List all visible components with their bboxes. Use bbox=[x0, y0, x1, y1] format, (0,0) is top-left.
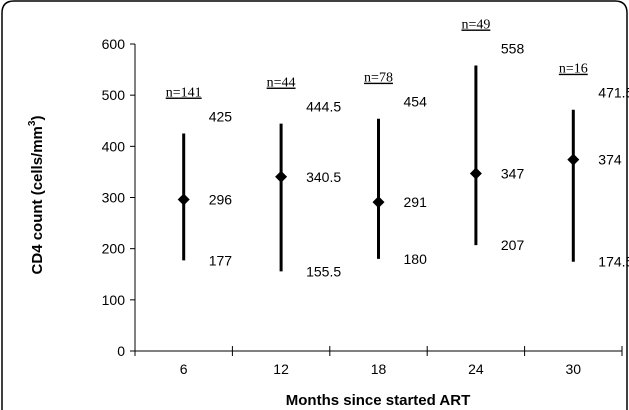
n-label: n=44 bbox=[267, 76, 296, 91]
x-tick-label: 24 bbox=[468, 361, 484, 377]
median-label: 374 bbox=[598, 152, 622, 168]
median-marker bbox=[275, 170, 288, 183]
median-label: 291 bbox=[404, 194, 428, 210]
x-tick-label: 30 bbox=[566, 361, 582, 377]
x-axis: 6 12 18 24 30 bbox=[134, 346, 623, 377]
median-marker bbox=[177, 193, 190, 206]
y-axis-title-main: CD4 count (cells/mm bbox=[29, 126, 46, 274]
data-series: 425 296 177 n=141 444.5 340.5 155.5 n=44 454 291 1… bbox=[166, 17, 629, 279]
y-tick-label: 500 bbox=[102, 87, 126, 103]
low-label: 155.5 bbox=[306, 263, 341, 279]
y-axis-title-end: ) bbox=[29, 116, 46, 121]
y-tick-label: 0 bbox=[117, 343, 125, 359]
y-tick-label: 600 bbox=[102, 36, 126, 52]
x-tick-label: 18 bbox=[371, 361, 387, 377]
x-tick-label: 6 bbox=[180, 361, 188, 377]
median-label: 296 bbox=[209, 192, 233, 208]
low-label: 174.5 bbox=[598, 254, 629, 270]
high-label: 444.5 bbox=[306, 99, 341, 115]
median-marker bbox=[567, 153, 580, 166]
low-label: 180 bbox=[404, 251, 428, 267]
high-label: 425 bbox=[209, 109, 233, 125]
y-tick-label: 200 bbox=[102, 241, 126, 257]
median-label: 340.5 bbox=[306, 169, 341, 185]
x-tick-label: 12 bbox=[273, 361, 289, 377]
high-label: 471.5 bbox=[598, 85, 629, 101]
median-marker bbox=[469, 167, 482, 180]
x-axis-title: Months since started ART bbox=[286, 392, 470, 409]
y-tick-label: 100 bbox=[102, 292, 126, 308]
low-label: 177 bbox=[209, 252, 233, 268]
y-tick-label: 300 bbox=[102, 190, 126, 206]
high-label: 558 bbox=[501, 40, 525, 56]
median-marker bbox=[372, 196, 385, 209]
n-label: n=49 bbox=[461, 17, 490, 32]
median-label: 347 bbox=[501, 165, 525, 181]
y-axis: 0 100 200 300 400 500 600 bbox=[102, 36, 136, 359]
y-axis-title: CD4 count (cells/mm3) bbox=[27, 116, 46, 275]
n-label: n=16 bbox=[559, 62, 588, 77]
high-label: 454 bbox=[404, 94, 428, 110]
y-axis-title-sup: 3 bbox=[27, 120, 38, 126]
low-label: 207 bbox=[501, 237, 525, 253]
y-tick-label: 400 bbox=[102, 138, 126, 154]
n-label: n=141 bbox=[166, 86, 202, 101]
n-label: n=78 bbox=[364, 71, 393, 86]
